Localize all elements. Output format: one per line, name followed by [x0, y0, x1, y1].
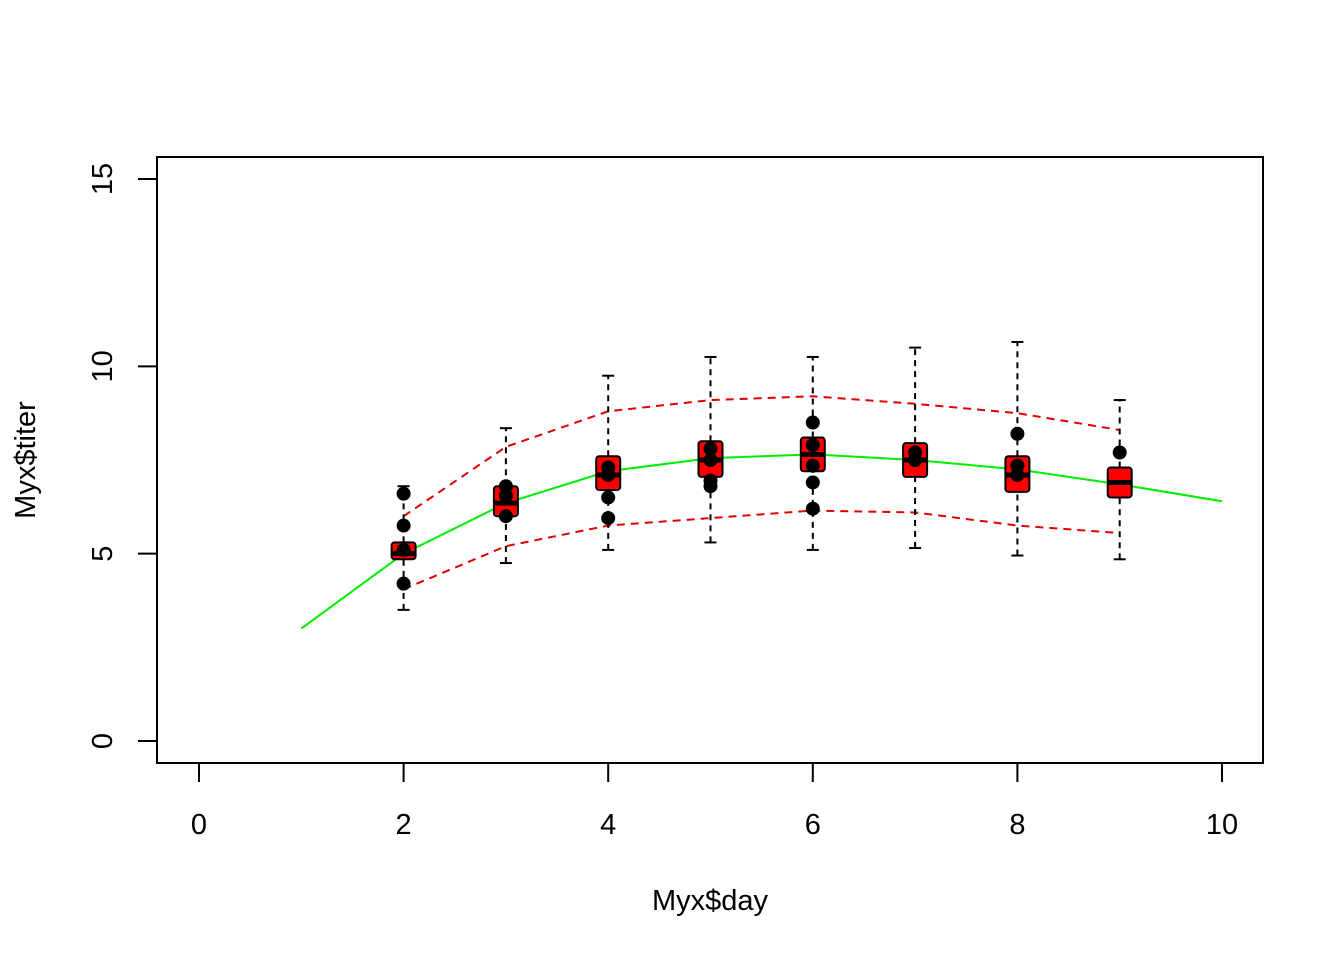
- data-point: [805, 415, 820, 430]
- x-axis-title: Myx$day: [652, 885, 769, 917]
- data-point: [601, 467, 616, 482]
- data-point: [805, 501, 820, 516]
- y-tick-label: 5: [87, 546, 119, 562]
- interval-line: [403, 395, 1120, 518]
- data-point: [805, 458, 820, 473]
- data-point: [601, 511, 616, 526]
- y-axis: 0 5 10 15: [87, 163, 158, 749]
- data-point: [805, 438, 820, 453]
- x-tick-label: 6: [805, 809, 821, 841]
- boxplot-day-6: [799, 355, 826, 551]
- data-point: [805, 475, 820, 490]
- data-point: [703, 479, 718, 494]
- data-points: [396, 415, 1127, 591]
- data-point: [908, 453, 923, 467]
- y-axis-title: Myx$titer: [10, 401, 42, 519]
- interval-line: [403, 509, 1120, 591]
- data-point: [601, 490, 616, 505]
- x-tick-label: 8: [1009, 809, 1025, 841]
- y-tick-label: 0: [87, 733, 119, 749]
- fit-line: [300, 453, 1223, 630]
- x-tick-label: 4: [600, 809, 616, 841]
- data-point: [396, 518, 411, 533]
- data-point: [703, 453, 718, 467]
- data-point: [396, 576, 411, 591]
- data-point: [1010, 467, 1025, 482]
- y-tick-label: 10: [87, 350, 119, 382]
- y-tick-label: 15: [87, 163, 119, 195]
- fit-lines: [300, 395, 1223, 630]
- boxplot-day-9: [1106, 399, 1133, 561]
- data-point: [498, 488, 513, 503]
- x-tick-label: 0: [191, 809, 207, 841]
- x-tick-label: 2: [396, 809, 412, 841]
- x-axis: 0 2 4 6 8 10: [191, 762, 1238, 841]
- data-point: [396, 486, 411, 501]
- data-point: [703, 441, 718, 456]
- data-point: [396, 542, 411, 557]
- data-point: [498, 509, 513, 524]
- x-tick-label: 10: [1206, 809, 1238, 841]
- data-point: [1010, 426, 1025, 441]
- data-point: [1112, 445, 1127, 460]
